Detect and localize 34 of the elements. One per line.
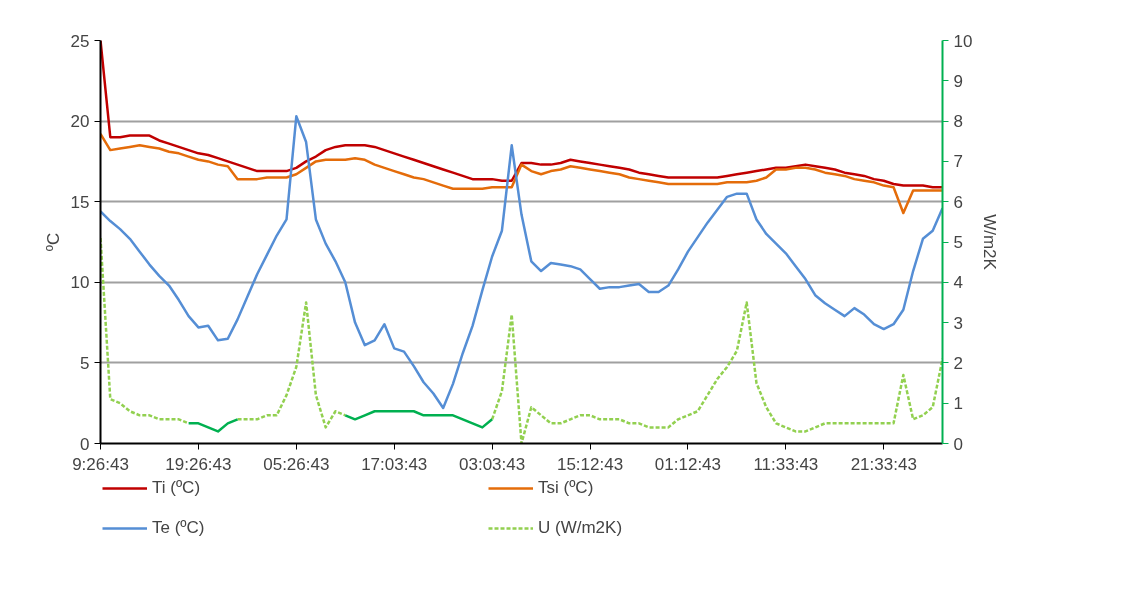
y2-tick-label: 3 (953, 313, 963, 333)
y-tick-label: 25 (70, 31, 90, 51)
legend-label: U (W/m2K) (538, 518, 624, 538)
y-tick-label: 0 (80, 434, 90, 454)
legend-label: Ti (ºC) (152, 478, 202, 498)
x-tick-label: 05:26:43 (263, 454, 330, 474)
line-series (100, 132, 943, 215)
y-axis-title: ºC (43, 232, 63, 252)
legend-label: Te (ºC) (152, 518, 206, 538)
y2-tick-label: 9 (953, 71, 963, 91)
legend-label: Tsi (ºC) (538, 478, 595, 498)
y-tick-label: 20 (70, 112, 90, 132)
y2-axis-title: W/m2K (980, 214, 1000, 271)
x-tick-label: 21:33:43 (850, 454, 917, 474)
y2-tick-label: 8 (953, 112, 963, 132)
y2-tick-label: 1 (953, 394, 963, 414)
x-tick-label: 17:03:43 (361, 454, 428, 474)
y2-tick-label: 6 (953, 192, 963, 212)
y-tick-label: 10 (70, 273, 90, 293)
x-tick-label: 19:26:43 (165, 454, 232, 474)
y2-tick-label: 7 (953, 152, 963, 172)
y2-tick-label: 2 (953, 353, 963, 373)
x-tick-label: 11:33:43 (753, 454, 819, 474)
x-tick-label: 01:12:43 (654, 454, 722, 474)
y-tick-label: 5 (80, 353, 90, 373)
y-tick-label: 15 (70, 192, 90, 212)
y2-tick-label: 10 (953, 31, 973, 51)
y2-tick-label: 0 (953, 434, 963, 454)
y2-tick-label: 5 (953, 233, 963, 252)
line-series (100, 115, 943, 410)
x-tick-label: 9:26:43 (72, 454, 129, 474)
x-tick-label: 15:12:43 (556, 454, 624, 474)
y2-tick-label: 4 (953, 273, 963, 293)
x-tick-label: 03:03:43 (459, 454, 526, 474)
